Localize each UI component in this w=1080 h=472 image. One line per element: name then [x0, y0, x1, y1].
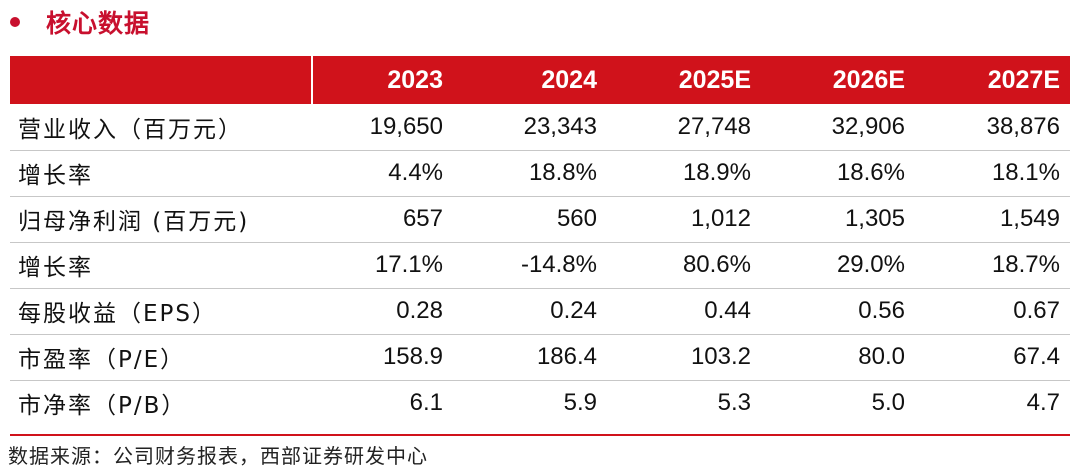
- table-cell: 560: [453, 196, 607, 243]
- table-cell: 0.67: [915, 288, 1070, 335]
- table-cell: 29.0%: [761, 242, 915, 289]
- table-cell: 32,906: [761, 104, 915, 151]
- table-row: 营业收入（百万元） 19,650 23,343 27,748 32,906 38…: [10, 104, 1070, 151]
- table-bottom-rule: [10, 434, 1070, 436]
- table-cell: 67.4: [915, 334, 1070, 381]
- section-title-row: 核心数据: [8, 4, 150, 40]
- row-label: 市净率（P/B）: [18, 393, 187, 420]
- table-cell: 18.7%: [915, 242, 1070, 289]
- table-cell: 17.1%: [312, 242, 453, 289]
- table-cell: 18.1%: [915, 150, 1070, 197]
- table-row: 每股收益（EPS） 0.28 0.24 0.44 0.56 0.67: [10, 288, 1070, 335]
- source-note: 数据来源：公司财务报表，西部证券研发中心: [8, 444, 428, 468]
- bullet-icon: [10, 17, 20, 27]
- table-cell: 657: [312, 196, 453, 243]
- table-cell: 5.9: [563, 389, 597, 417]
- table-cell: 0.56: [761, 288, 915, 335]
- table-cell: 4.7: [1026, 389, 1060, 417]
- header-cell-2026e: 2026E: [832, 65, 905, 94]
- row-label: 营业收入（百万元）: [10, 104, 312, 151]
- table-row: 增长率 17.1% -14.8% 80.6% 29.0% 18.7%: [10, 242, 1070, 289]
- table-row: 归母净利润 (百万元) 657 560 1,012 1,305 1,549: [10, 196, 1070, 243]
- table-row: 市净率（P/B） 6.1 5.9 5.3 5.0 4.7: [10, 380, 1070, 426]
- table-cell: 18.6%: [761, 150, 915, 197]
- row-label: 归母净利润 (百万元): [10, 196, 312, 243]
- header-cell-2023: 2023: [387, 65, 443, 94]
- header-cell-label: [10, 56, 313, 104]
- table-cell: 5.0: [871, 389, 905, 417]
- table-cell: 0.28: [312, 288, 453, 335]
- table-cell: 18.8%: [453, 150, 607, 197]
- row-label: 每股收益（EPS）: [10, 288, 312, 335]
- table-cell: -14.8%: [453, 242, 607, 289]
- table-cell: 186.4: [453, 334, 607, 381]
- table-cell: 19,650: [312, 104, 453, 151]
- table-cell: 27,748: [607, 104, 761, 151]
- table-cell: 1,012: [607, 196, 761, 243]
- header-cell-2024: 2024: [541, 65, 597, 94]
- table-cell: 23,343: [453, 104, 607, 151]
- table-cell: 80.6%: [607, 242, 761, 289]
- table-cell: 0.44: [607, 288, 761, 335]
- table-cell: 1,305: [761, 196, 915, 243]
- row-label: 增长率: [10, 242, 312, 289]
- table-cell: 6.1: [409, 389, 443, 417]
- table-row: 市盈率（P/E） 158.9 186.4 103.2 80.0 67.4: [10, 334, 1070, 381]
- table-cell: 18.9%: [607, 150, 761, 197]
- row-label: 增长率: [10, 150, 312, 197]
- table-cell: 38,876: [915, 104, 1070, 151]
- header-cell-2025e: 2025E: [678, 65, 751, 94]
- table-row: 增长率 4.4% 18.8% 18.9% 18.6% 18.1%: [10, 150, 1070, 197]
- table-cell: 4.4%: [312, 150, 453, 197]
- table-header-row: 2023 2024 2025E 2026E 2027E: [10, 56, 1070, 104]
- header-cell-2027e: 2027E: [987, 65, 1060, 94]
- row-label: 市盈率（P/E）: [10, 334, 312, 381]
- table-cell: 0.24: [453, 288, 607, 335]
- core-data-table: 2023 2024 2025E 2026E 2027E 营业收入（百万元） 19…: [10, 56, 1070, 426]
- table-cell: 80.0: [761, 334, 915, 381]
- table-cell: 1,549: [915, 196, 1070, 243]
- table-cell: 158.9: [312, 334, 453, 381]
- table-cell: 5.3: [717, 389, 751, 417]
- section-title: 核心数据: [46, 9, 151, 38]
- table-cell: 103.2: [607, 334, 761, 381]
